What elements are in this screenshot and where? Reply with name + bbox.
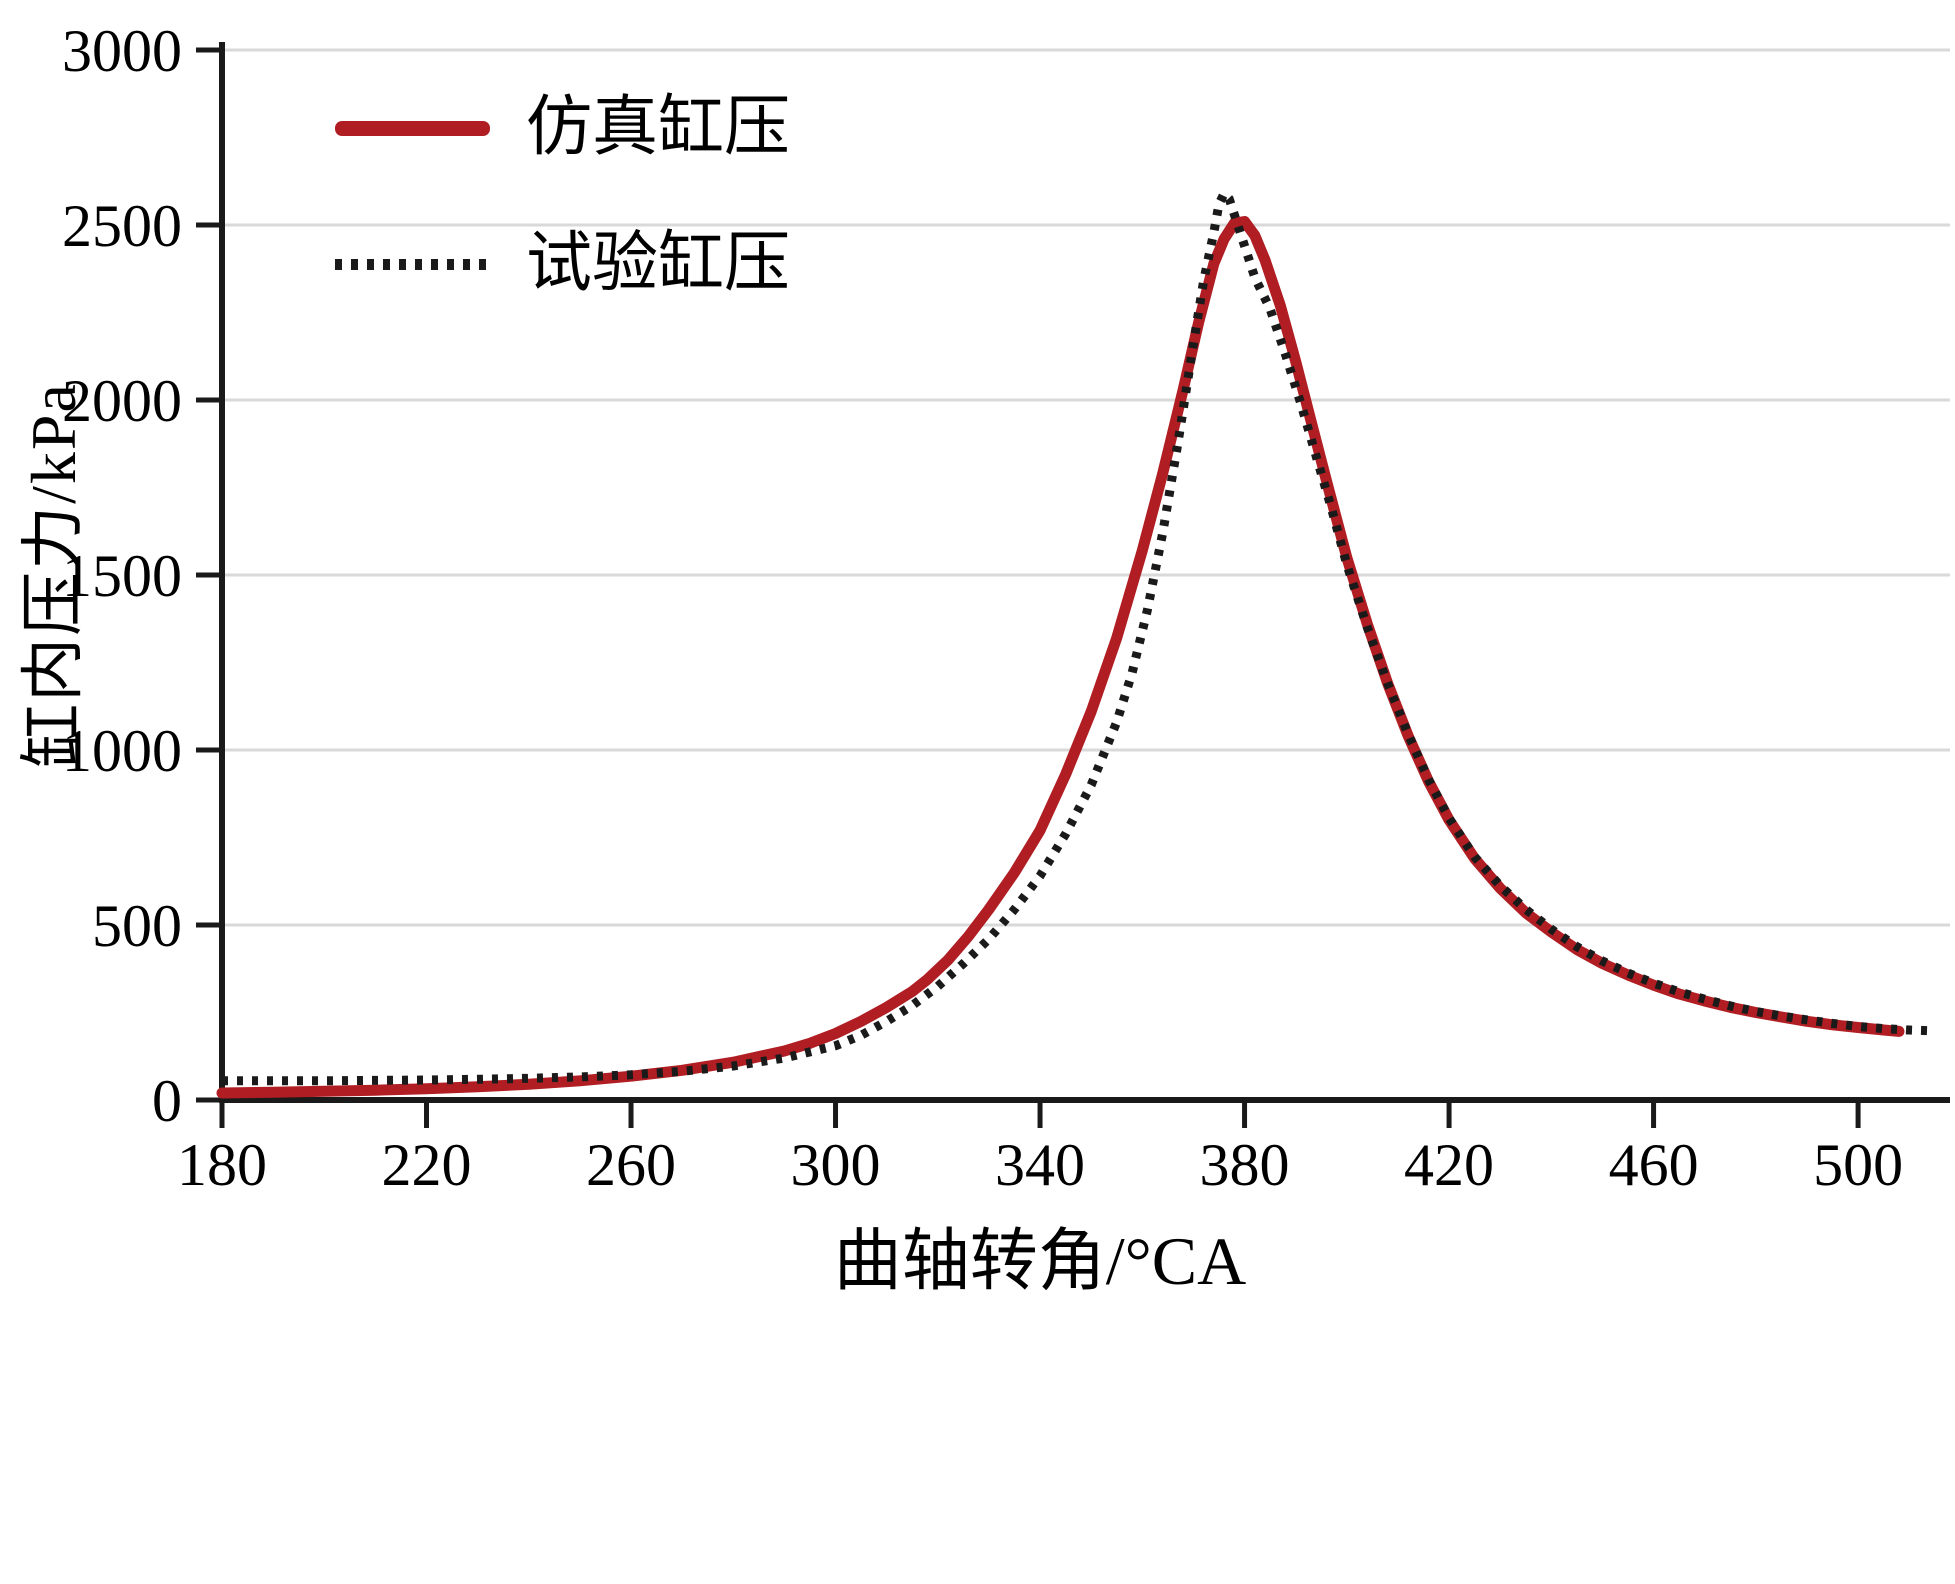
y-tick-label: 3000 xyxy=(62,18,182,84)
series-simulated-line xyxy=(216,216,1905,1099)
legend-label-simulated: 仿真缸压 xyxy=(526,91,790,164)
x-tick-label: 180 xyxy=(177,1132,267,1198)
y-tick-label: 2500 xyxy=(62,193,182,259)
y-tick-label: 500 xyxy=(92,893,182,959)
legend: 仿真缸压 试验缸压 xyxy=(335,95,790,297)
x-axis-title: 曲轴转角/°CA xyxy=(833,1223,1247,1299)
y-tick-label: 1000 xyxy=(62,718,182,784)
y-tick-label: 1500 xyxy=(62,543,182,609)
legend-label-experimental: 试验缸压 xyxy=(526,227,790,300)
x-tick-label: 340 xyxy=(995,1132,1085,1198)
legend-line-solid-icon xyxy=(335,120,490,136)
x-tick-label: 300 xyxy=(791,1132,881,1198)
x-tick-label: 420 xyxy=(1404,1132,1494,1198)
x-tick-label: 220 xyxy=(382,1132,472,1198)
y-tick-label: 2000 xyxy=(62,368,182,434)
legend-line-dotted-icon xyxy=(335,258,490,270)
y-axis-title: 缸内压力/kPa xyxy=(18,382,89,768)
x-tick-label: 500 xyxy=(1813,1132,1903,1198)
x-tick-label: 460 xyxy=(1609,1132,1699,1198)
x-tick-label: 380 xyxy=(1200,1132,1290,1198)
legend-item-simulated: 仿真缸压 xyxy=(335,95,790,161)
series-experimental-line xyxy=(222,189,1930,1086)
x-tick-label: 260 xyxy=(586,1132,676,1198)
y-tick-label: 0 xyxy=(152,1068,182,1134)
legend-item-experimental: 试验缸压 xyxy=(335,231,790,297)
